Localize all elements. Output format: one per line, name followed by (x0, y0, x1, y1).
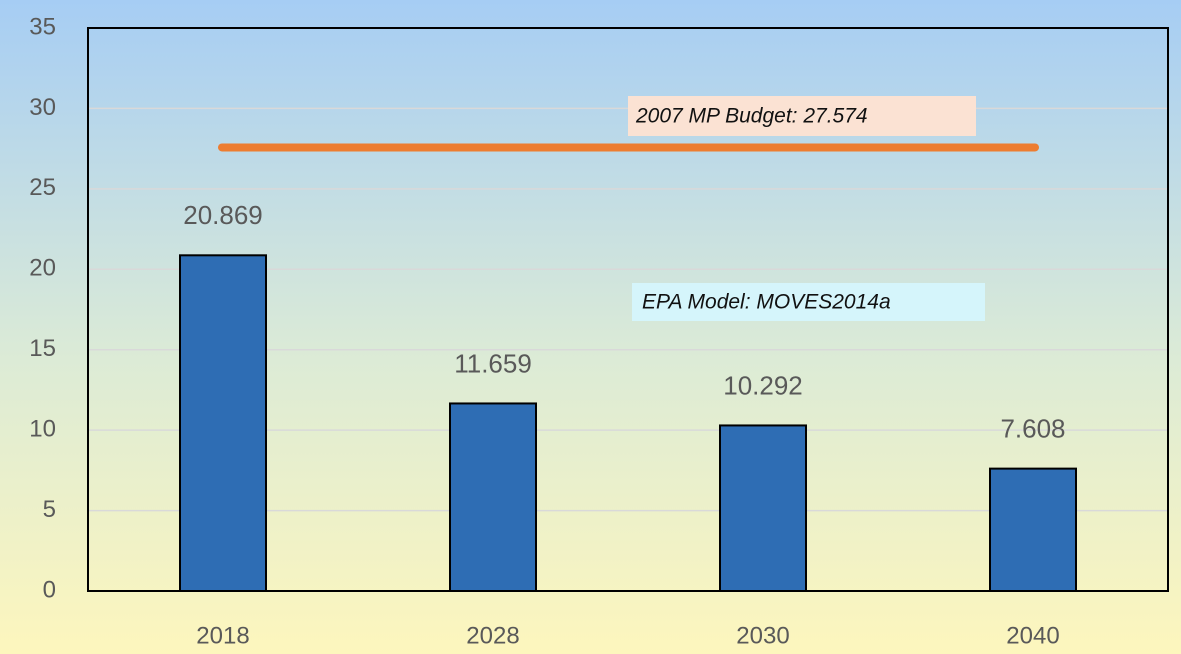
bar (449, 402, 537, 593)
x-tick-label: 2040 (1006, 622, 1059, 649)
annotation: EPA Model: MOVES2014a (642, 291, 891, 314)
data-label: 11.659 (454, 348, 532, 378)
x-tick-label: 2028 (466, 622, 519, 649)
reference-label-box (628, 96, 976, 136)
y-tick-label: 25 (29, 174, 56, 201)
y-tick-label: 15 (29, 335, 56, 362)
y-tick-label: 35 (29, 13, 56, 40)
bar (989, 467, 1077, 592)
x-tick-label: 2030 (736, 622, 789, 649)
plot-frame (87, 27, 1169, 592)
x-tick-label: 2018 (196, 622, 249, 649)
y-tick-label: 30 (29, 94, 56, 121)
y-tick-label: 5 (43, 496, 56, 523)
marks (179, 254, 1077, 593)
y-tick-label: 20 (29, 255, 56, 282)
annotation-box (632, 283, 985, 321)
bar (719, 424, 807, 592)
data-label: 10.292 (723, 370, 803, 400)
bar (179, 254, 267, 593)
y-tick-label: 0 (43, 576, 56, 603)
y-tick-label: 10 (29, 415, 56, 442)
reference-label: 2007 MP Budget: 27.574 (635, 105, 868, 128)
data-label: 20.869 (183, 200, 263, 230)
data-label: 7.608 (1000, 413, 1065, 443)
